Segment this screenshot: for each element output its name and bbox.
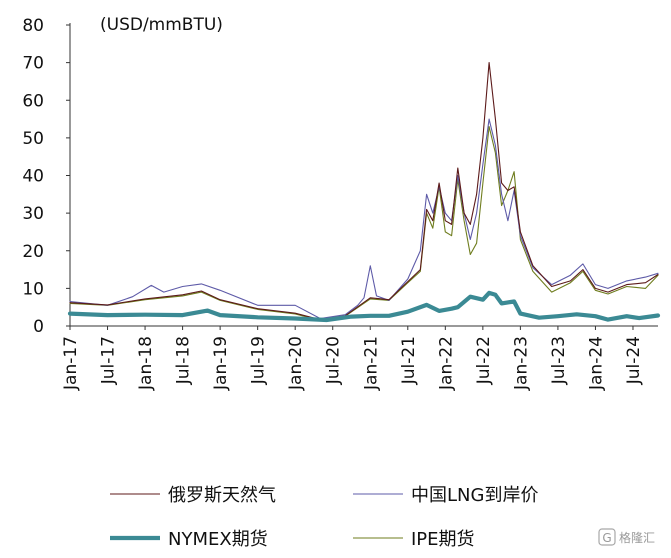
axes-group: [69, 23, 658, 327]
x-tick-label: Jan-19: [211, 336, 231, 391]
x-tick-label: Jan-23: [511, 336, 531, 391]
y-tick-label: 0: [33, 317, 44, 337]
watermark-text: 格隆汇: [619, 530, 655, 545]
y-tick-label: 10: [22, 279, 44, 299]
x-tick-label: Jul-21: [399, 336, 419, 385]
watermark: G 格隆汇: [598, 528, 655, 546]
y-tick-label: 80: [22, 16, 44, 36]
x-tick-label: Jul-22: [474, 336, 494, 385]
y-tick-label: 70: [22, 54, 44, 74]
series-line-3: [69, 126, 659, 321]
series-lines: [67, 62, 661, 323]
x-tick-label: Jan-18: [136, 336, 156, 391]
x-tick-label: Jul-23: [549, 336, 569, 385]
legend-label: IPE期货: [411, 529, 475, 550]
y-tick-label: 30: [22, 204, 44, 224]
x-tick-label: Jan-20: [286, 336, 306, 391]
legend-label: NYMEX期货: [168, 529, 268, 550]
series-line-2: [67, 290, 661, 323]
y-tick-labels: 0 10 20 30 40 50 60 70 80: [22, 16, 70, 337]
x-tick-label: Jan-17: [61, 336, 81, 391]
x-tick-label: Jul-18: [174, 336, 194, 385]
x-tick-label: Jan-21: [361, 336, 381, 391]
series-line-1: [69, 118, 659, 320]
legend-label: 俄罗斯天然气: [168, 485, 276, 506]
x-tick-label: Jul-19: [249, 336, 269, 385]
y-tick-label: 60: [22, 91, 44, 111]
x-tick-label: Jan-24: [586, 336, 606, 391]
series-line-0: [69, 62, 659, 321]
watermark-logo-icon: [598, 528, 616, 546]
legend-label: 中国LNG到岸价: [411, 485, 538, 506]
watermark-logo-letter: G: [602, 531, 611, 545]
x-tick-labels: Jan-17 Jul-17 Jan-18 Jul-18 Jan-19 Jul-19 Jan-…: [61, 326, 644, 391]
x-tick-label: Jul-24: [624, 336, 644, 385]
x-tick-label: Jan-22: [436, 336, 456, 391]
unit-label: (USD/mmBTU): [100, 15, 223, 35]
y-tick-label: 20: [22, 242, 44, 262]
x-tick-label: Jul-20: [324, 336, 344, 385]
y-tick-label: 40: [22, 167, 44, 187]
legend: 俄罗斯天然气 中国LNG到岸价 NYMEX期货 IPE期货: [110, 485, 538, 550]
x-tick-label: Jul-17: [99, 336, 119, 385]
y-tick-label: 50: [22, 129, 44, 149]
